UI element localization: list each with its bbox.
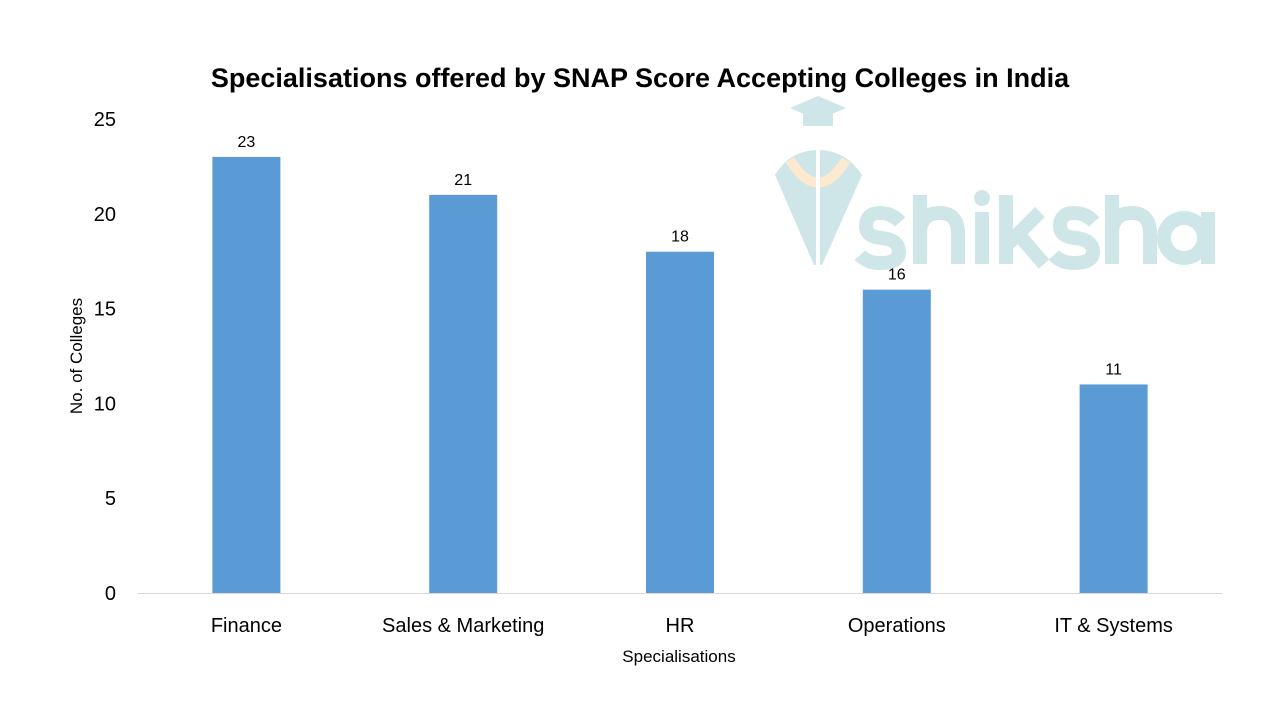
- y-tick-label: 25: [94, 109, 116, 131]
- bar: [862, 289, 931, 593]
- y-tick-label: 15: [94, 299, 116, 321]
- bar: [1079, 384, 1148, 593]
- x-tick-label: Finance: [211, 615, 282, 637]
- chart-title: Specialisations offered by SNAP Score Ac…: [211, 63, 1070, 93]
- bar: [646, 251, 714, 593]
- bar: [429, 194, 498, 593]
- data-label: 23: [238, 134, 256, 151]
- data-label: 11: [1105, 361, 1122, 378]
- watermark-lettering: [854, 190, 1215, 271]
- x-tick-label: IT & Systems: [1054, 615, 1173, 637]
- x-tick-label: Operations: [848, 615, 946, 637]
- data-label: 16: [888, 267, 906, 284]
- x-tick-label: HR: [666, 615, 695, 637]
- watermark-logo: [775, 96, 1215, 271]
- bar: [212, 156, 281, 594]
- y-tick-label: 20: [94, 204, 116, 226]
- data-label: 18: [671, 229, 689, 246]
- y-axis-label: No. of Colleges: [67, 298, 86, 414]
- x-axis-label: Specialisations: [622, 647, 735, 666]
- y-tick-label: 10: [94, 393, 116, 415]
- x-tick-label: Sales & Marketing: [382, 615, 544, 637]
- y-tick-label: 0: [105, 583, 116, 605]
- y-tick-label: 5: [105, 488, 116, 510]
- data-label: 21: [454, 172, 472, 189]
